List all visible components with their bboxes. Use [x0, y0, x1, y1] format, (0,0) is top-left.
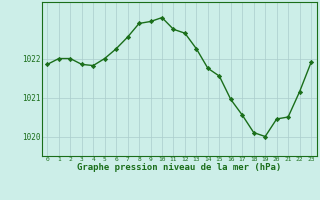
- X-axis label: Graphe pression niveau de la mer (hPa): Graphe pression niveau de la mer (hPa): [77, 163, 281, 172]
